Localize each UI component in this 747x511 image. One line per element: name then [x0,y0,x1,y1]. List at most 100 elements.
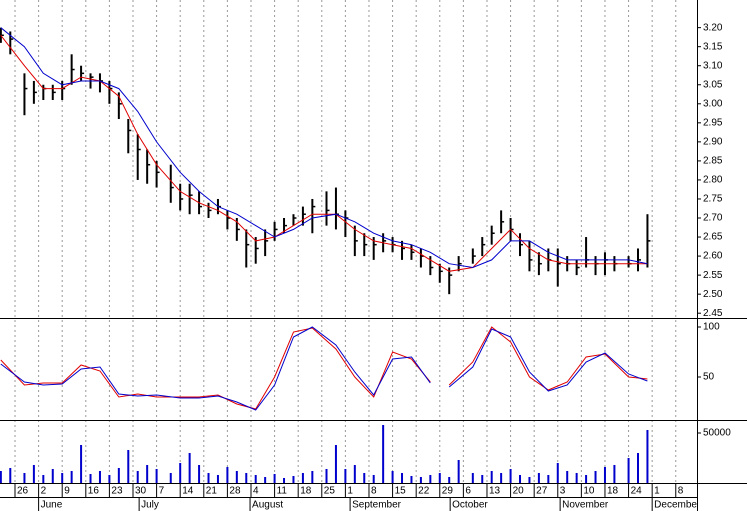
volume-bar [80,445,83,483]
y-tick-label: 3.20 [703,22,723,33]
volume-bar [32,465,35,483]
x-tick-label: 18 [300,486,312,497]
x-tick-label: 2 [41,486,47,497]
volume-bar [575,473,578,483]
month-label: September [352,500,402,511]
x-tick-label: 4 [253,486,259,497]
x-tick-label: 1 [654,486,660,497]
volume-bar [637,453,640,483]
volume-bar [155,469,158,483]
month-label: October [452,500,488,511]
x-tick-label: 22 [418,486,430,497]
volume-bar [603,467,606,483]
volume-bar [146,465,149,483]
volume-bar [429,475,432,483]
volume-bar [0,471,2,483]
volume-bar [198,465,201,483]
volume-bar [179,463,182,483]
volume-bar [70,471,73,483]
volume-bar [344,469,347,483]
x-tick-label: 21 [206,486,218,497]
y-tick-label: 100 [703,322,720,333]
volume-bar [169,473,172,483]
volume-bar [594,471,597,483]
volume-bar [311,471,314,483]
volume-bar [646,430,649,483]
month-label: December [654,500,701,511]
plot-area: 9262916233071421284111825181522296132027… [0,0,701,511]
month-label: July [141,500,159,511]
volume-bar [235,471,238,483]
y-tick-label: 3.05 [703,79,723,90]
x-tick-label: 13 [489,486,501,497]
volume-bar [585,475,588,483]
volume-bar [537,473,540,483]
y-tick-label: 2.50 [703,289,723,300]
y-tick-label: 2.80 [703,175,723,186]
volume-bar [61,473,64,483]
volume-bar [9,468,12,483]
x-tick-label: 27 [536,486,548,497]
volume-bar [353,465,356,483]
x-tick-label: 25 [324,486,336,497]
month-label: August [252,500,283,511]
x-tick-label: 6 [465,486,471,497]
oscillator-line [0,326,648,411]
x-tick-label: 1 [347,486,353,497]
x-tick-label: 16 [88,486,100,497]
volume-bar [254,475,257,483]
volume-bar [509,469,512,483]
volume-bar [245,473,248,483]
volume-bar [448,477,451,483]
volume-bar [98,471,101,483]
volume-bar [283,478,286,483]
volume-bar [23,473,26,483]
volume-bar [481,475,484,483]
volume-bar [301,473,304,483]
volume-bar [325,469,328,483]
oscillator-line [0,326,648,410]
x-tick-label: 14 [182,486,194,497]
volume-bar [292,476,295,483]
volume-bar [528,477,531,483]
volume-bar [419,477,422,483]
volume-bar [207,473,210,483]
x-tick-label: 15 [395,486,407,497]
x-tick-label: 18 [607,486,619,497]
y-tick-label: 50 [703,372,715,383]
volume-bar [410,476,413,483]
volume-bar [627,458,630,483]
volume-bar [226,467,229,483]
volume-bar [273,474,276,483]
moving-average [0,34,648,272]
x-tick-label: 26 [17,486,29,497]
x-tick-label: 29 [442,486,454,497]
month-label: June [41,500,63,511]
volume-bar [382,425,385,483]
volume-bar [264,477,267,483]
volume-bar [613,465,616,483]
volume-bar [490,471,493,483]
y-tick-label: 2.85 [703,156,723,167]
y-tick-label: 3.15 [703,41,723,52]
volume-bar [89,474,92,483]
x-tick-label: 7 [159,486,165,497]
y-tick-label: 2.75 [703,194,723,205]
volume-bar [51,469,54,483]
x-tick-label: 8 [371,486,377,497]
volume-bar [334,445,337,483]
x-tick-label: 9 [64,486,70,497]
y-tick-label: 2.90 [703,137,723,148]
volume-bar [566,471,569,483]
volume-bar [188,453,191,483]
volume-bar [216,475,219,483]
volume-bar [438,473,441,483]
x-tick-label: 10 [583,486,595,497]
y-tick-label: 50000 [703,428,731,439]
y-tick-label: 2.55 [703,270,723,281]
volume-bar [108,475,111,483]
x-tick-label: 11 [277,486,288,497]
volume-bar [471,473,474,483]
x-tick-label: 23 [111,486,123,497]
